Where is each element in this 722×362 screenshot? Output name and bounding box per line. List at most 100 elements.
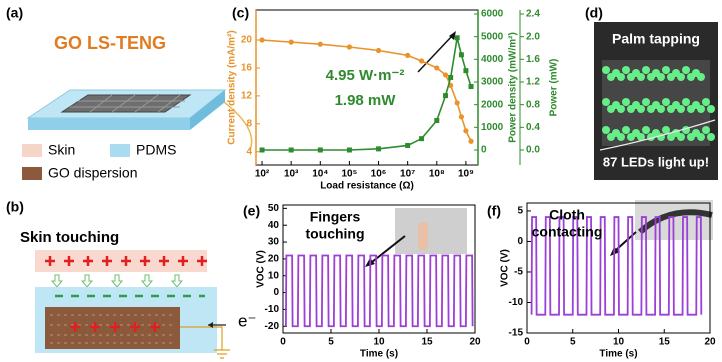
led [677,133,685,141]
led [617,105,625,113]
y-tick-label: 0 [273,287,279,298]
led [662,126,670,134]
y-tick-label: -20 [265,321,280,332]
y-tick-label: 20 [268,254,280,265]
data-point [376,146,381,151]
data-point [434,65,439,70]
x-tick-label: 10⁵ [342,169,358,180]
y3-tick-label: 0.8 [526,99,540,110]
annotation: Fingers [310,209,361,225]
y2-tick-label: 2000 [481,99,504,110]
data-point [289,40,294,45]
data-point [259,37,264,42]
data-point [376,48,381,53]
panel-label: (d) [585,5,603,21]
x-tick-label: 10⁹ [458,169,474,180]
x-tick-label: 10² [255,169,270,180]
annotation: contacting [532,224,603,240]
data-point [260,147,265,152]
x-tick-label: 0 [280,337,286,348]
data-point [443,93,448,98]
led [642,126,650,134]
x-axis-label: Time (s) [599,349,637,360]
x-tick-label: 20 [704,337,716,348]
panel-label: (e) [243,203,260,219]
data-point [405,53,410,58]
data-point [459,114,464,119]
led [622,66,630,74]
led [662,66,670,74]
led [677,105,685,113]
x-tick-label: 15 [659,337,671,348]
data-point [289,147,294,152]
y-tick-label: 40 [268,220,280,231]
y2-tick-label: 5000 [481,31,504,42]
led [707,133,715,141]
y-tick-label: 30 [268,237,280,248]
y-tick-label: 20 [241,35,253,46]
photo-caption: Palm tapping [612,31,700,47]
x-tick-label: 0 [524,337,530,348]
panel-label: (a) [6,5,23,21]
led [622,126,630,134]
x-tick-label: 10⁴ [312,169,328,180]
y-tick-label: 50 [268,203,280,214]
legend-label: GO dispersion [48,165,137,181]
led [642,66,650,74]
y-tick-label: -10 [509,297,524,308]
led [617,73,625,81]
y-tick-label: 12 [241,91,253,102]
y-tick-label: 8 [246,118,252,129]
y-tick-label: 4 [246,146,252,157]
data-point [419,136,424,141]
annotation: Cloth [549,207,585,223]
led [637,105,645,113]
series-line [286,256,473,327]
x-tick-label: 10⁶ [371,169,387,180]
x-axis-label: Time (s) [360,349,398,360]
plot-frame [256,10,478,165]
y-tick-label: 10 [268,270,280,281]
data-point [455,100,460,105]
data-point [455,35,460,40]
led [677,73,685,81]
x-tick-label: 10 [373,337,385,348]
data-point [419,58,424,63]
device-title: GO LS-TENG [54,33,166,53]
y2-tick-label: 3000 [481,77,504,88]
y-tick-label: -5 [514,267,523,278]
data-point [318,147,323,152]
y3-tick-label: 1.6 [526,54,540,65]
led [697,105,705,113]
led [617,133,625,141]
data-point [463,128,468,133]
x-axis-label: Load resistance (Ω) [320,181,414,192]
y2-axis-label: Power density (mW/m²) [508,32,519,143]
y3-tick-label: 2.4 [526,9,540,20]
led [602,66,610,74]
series-line [262,40,471,141]
led [682,66,690,74]
inset-photo [418,222,428,250]
led [657,73,665,81]
data-point [434,118,439,123]
y-tick-label: 16 [241,63,253,74]
data-point [318,42,323,47]
data-point [469,84,474,89]
x-tick-label: 10 [613,337,625,348]
data-point [468,139,473,144]
electron-label: e⁻ [238,311,256,330]
data-point [405,143,410,148]
x-tick-label: 10⁸ [429,169,445,180]
led [702,126,710,134]
led [697,133,705,141]
data-point [443,72,448,77]
y3-tick-label: 0.4 [526,122,540,133]
y3-tick-label: 1.2 [526,77,540,88]
figure: (a) (b) (c) (d) (e) (f) GO LS-TENG Skin … [0,0,722,362]
data-point [463,68,468,73]
annotation: 4.95 W·m⁻² [326,67,405,84]
y2-tick-label: 0 [481,145,487,156]
y-axis-label: Current density (mA/m²) [227,30,238,144]
x-tick-label: 10⁷ [400,169,415,180]
